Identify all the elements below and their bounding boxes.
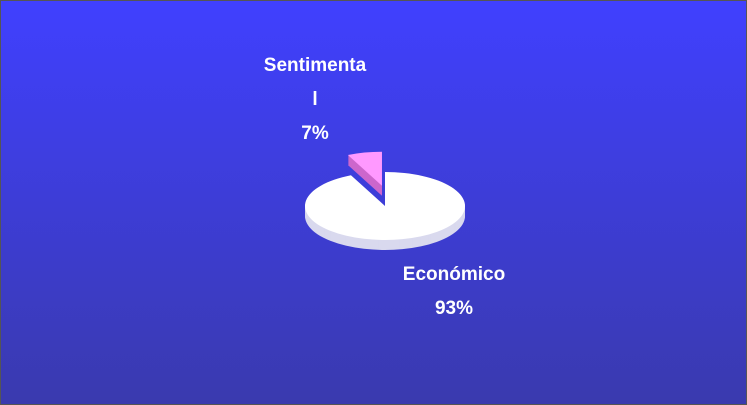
category-label: Económico xyxy=(402,264,506,285)
slice xyxy=(347,151,382,186)
slice xyxy=(305,172,465,241)
value-label: 93% xyxy=(434,298,474,319)
value-label: 7% xyxy=(301,123,329,144)
slice-label: Sentimental 7% xyxy=(263,49,367,151)
slice-label: Económico 93% xyxy=(374,258,534,326)
category-label: Sentimental xyxy=(263,55,367,110)
